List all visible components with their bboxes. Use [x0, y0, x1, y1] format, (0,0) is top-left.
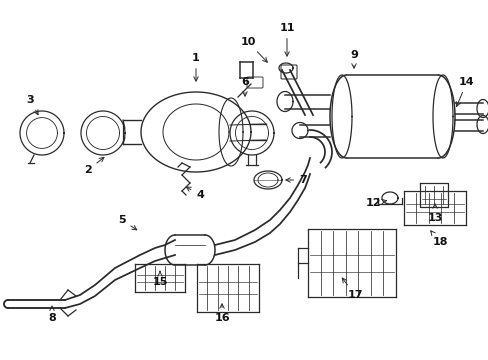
Text: 15: 15: [152, 271, 167, 287]
Text: 6: 6: [241, 77, 248, 96]
Text: 12: 12: [365, 198, 386, 208]
Text: 9: 9: [349, 50, 357, 68]
Text: 14: 14: [455, 77, 474, 107]
Text: 13: 13: [427, 204, 442, 223]
Text: 4: 4: [186, 187, 203, 200]
Text: 5: 5: [118, 215, 137, 230]
Text: 3: 3: [26, 95, 38, 114]
Text: 10: 10: [240, 37, 267, 62]
Text: 11: 11: [279, 23, 294, 56]
Text: 8: 8: [48, 306, 56, 323]
Text: 1: 1: [192, 53, 200, 81]
Text: 2: 2: [84, 157, 104, 175]
Text: 16: 16: [214, 304, 229, 323]
Text: 17: 17: [342, 278, 362, 300]
Text: 7: 7: [285, 175, 306, 185]
Text: 18: 18: [430, 231, 447, 247]
